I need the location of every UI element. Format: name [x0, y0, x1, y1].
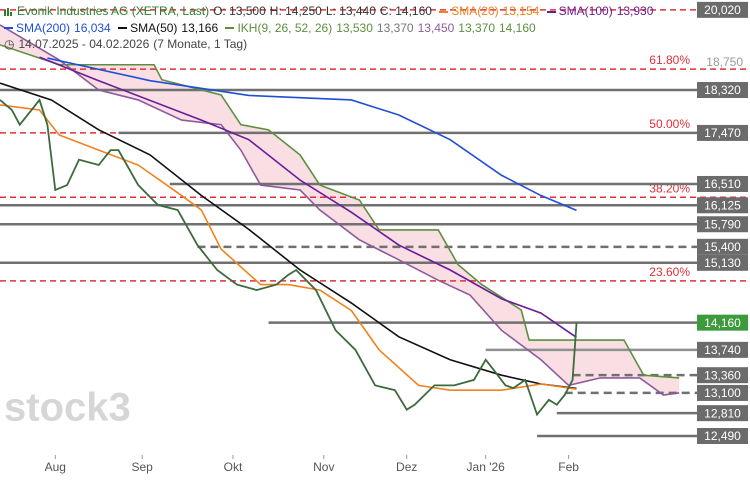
- ikh-value: 13,530: [336, 20, 373, 35]
- level-label: 13,740: [704, 343, 741, 357]
- price-line: [0, 98, 578, 417]
- ikh-value: 14,160: [499, 20, 536, 35]
- legend-swatch: [225, 27, 235, 30]
- x-tick-label: Feb: [558, 460, 579, 474]
- level-label: 13,100: [704, 386, 741, 400]
- chart-header: Evonik Industries AG (XETRA, Last) O: 13,…: [4, 3, 657, 53]
- level-label: 18,320: [704, 83, 741, 97]
- level-label: 14,160: [704, 316, 741, 330]
- level-label-box: [697, 428, 748, 445]
- level-label: 12,810: [704, 406, 741, 420]
- fib-price-label: 18,750: [706, 55, 743, 69]
- x-tick-label: Aug: [45, 460, 66, 474]
- level-label-box: [697, 238, 748, 255]
- header-row: ◷ 14.07.2025 - 04.02.2026 (7 Monate, 1 Tag…: [4, 36, 657, 53]
- header-row: Evonik Industries AG (XETRA, Last) O: 13,…: [4, 3, 657, 20]
- level-label-box: [697, 216, 748, 233]
- indicator-line: [0, 82, 577, 390]
- watermark: stock3: [4, 386, 131, 430]
- legend-name: SMA(20): [451, 4, 499, 18]
- x-tick-label: Okt: [224, 460, 243, 474]
- level-label-box: [697, 341, 748, 358]
- level-label-box: [697, 197, 748, 214]
- ohlc: H: 14,250: [269, 4, 322, 18]
- level-label: 15,400: [704, 240, 741, 254]
- x-tick-label: Nov: [313, 460, 334, 474]
- ohlc: O: 13,500: [213, 4, 266, 18]
- ikh-value: 13,450: [417, 20, 455, 35]
- indicator-line: [0, 24, 680, 396]
- legend-swatch: [439, 10, 449, 13]
- symbol-icon: [4, 7, 12, 16]
- fib-label: 61.80%: [649, 53, 690, 67]
- indicator-line: [39, 56, 577, 339]
- x-tick-label: Jan '26: [467, 460, 506, 474]
- level-label: 15,790: [704, 217, 741, 231]
- header-row: SMA(200) 16,034 SMA(50) 13,166 IKH(9, 26, …: [4, 20, 657, 37]
- legend-name: SMA(100): [558, 4, 613, 18]
- legend-name: SMA(200): [16, 20, 71, 35]
- legend-name: SMA(50): [130, 20, 178, 35]
- fib-label: 50.00%: [649, 117, 690, 131]
- legend-value: 13,930: [616, 4, 654, 18]
- level-label-box: [697, 384, 748, 401]
- x-tick-label: Sep: [131, 460, 153, 474]
- legend-value: 13,166: [181, 20, 219, 35]
- x-tick-label: Dez: [396, 460, 417, 474]
- level-label-box: [697, 314, 748, 331]
- ikh-value: 13,370: [376, 20, 414, 35]
- level-label: 20,020: [704, 3, 741, 17]
- level-label-box: [697, 175, 748, 192]
- ohlc: C: 14,160: [379, 4, 432, 18]
- level-label: 17,470: [704, 126, 741, 140]
- legend-swatch: [546, 10, 556, 13]
- fib-label: 23.60%: [649, 265, 690, 279]
- ikh-value: 13,370: [458, 20, 495, 35]
- level-label: 12,490: [704, 429, 741, 443]
- level-label-box: [697, 405, 748, 422]
- period: 14.07.2025 - 04.02.2026: [18, 37, 150, 51]
- indicator-line: [0, 44, 680, 379]
- level-label-box: [697, 1, 748, 18]
- level-label: 13,360: [704, 368, 741, 382]
- level-label-box: [697, 367, 748, 384]
- duration: (7 Monate, 1 Tag): [153, 37, 248, 51]
- legend-swatch: [4, 27, 13, 30]
- ikh-values: 13,530 13,370 13,450 13,370 14,160: [336, 21, 540, 35]
- symbol-name: Evonik Industries AG (XETRA, Last): [17, 4, 210, 18]
- level-label: 15,130: [704, 256, 741, 270]
- level-label-box: [697, 124, 748, 141]
- legend-swatch: [118, 27, 128, 30]
- legend-name: IKH(9, 26, 52, 26): [237, 20, 333, 35]
- level-label-box: [697, 82, 748, 99]
- indicator-line: [47, 57, 577, 212]
- level-label-box: [697, 254, 748, 271]
- level-label: 16,510: [704, 177, 741, 191]
- legend-value: 13,154: [502, 4, 540, 18]
- ohlc: L: 13,440: [325, 4, 376, 18]
- level-label: 16,125: [704, 198, 741, 212]
- clock-icon: ◷: [4, 37, 15, 51]
- legend-value: 16,034: [74, 20, 111, 35]
